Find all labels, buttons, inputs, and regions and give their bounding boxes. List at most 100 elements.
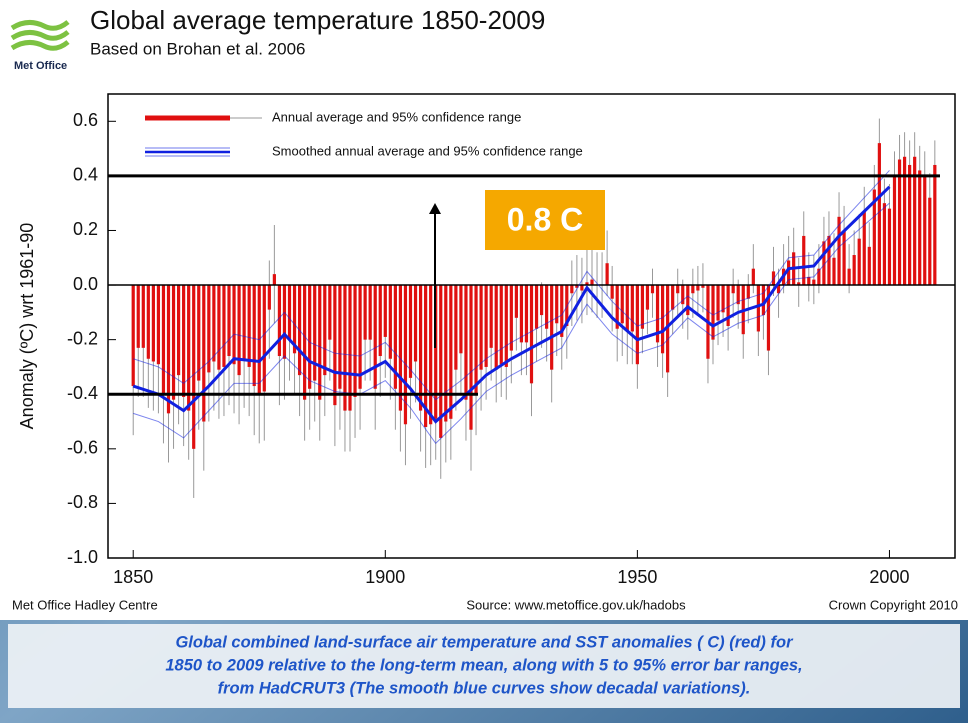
y-tick-label: -1.0 — [67, 547, 98, 567]
bar — [832, 258, 835, 285]
y-tick-label: -0.6 — [67, 438, 98, 458]
bar — [757, 285, 760, 331]
bar — [177, 285, 180, 375]
page: Met Office Global average temperature 18… — [0, 0, 968, 723]
bar — [414, 285, 417, 361]
bar — [540, 285, 543, 315]
bar — [626, 285, 629, 331]
y-tick-label: -0.4 — [67, 383, 98, 403]
bar — [157, 285, 160, 364]
bar — [243, 285, 246, 359]
caption-line: 1850 to 2009 relative to the long-term m… — [165, 656, 802, 674]
bar — [646, 285, 649, 310]
bar — [878, 143, 881, 285]
bar — [732, 285, 735, 293]
chart-panel — [0, 0, 968, 620]
x-tick-label: 1900 — [365, 567, 405, 587]
y-axis-label: Anomaly (ºC) wrt 1961-90 — [17, 223, 37, 430]
bar — [490, 285, 493, 348]
bar — [303, 285, 306, 400]
bar — [515, 285, 518, 318]
bar — [348, 285, 351, 411]
bar — [263, 285, 266, 391]
bar — [696, 285, 699, 290]
bar — [152, 285, 155, 361]
bar — [923, 176, 926, 285]
bar — [162, 285, 165, 394]
bar — [202, 285, 205, 421]
x-tick-label: 1850 — [113, 567, 153, 587]
bar — [227, 285, 230, 356]
bar — [253, 285, 256, 386]
bar — [142, 285, 145, 348]
y-tick-label: -0.8 — [67, 492, 98, 512]
bar — [273, 274, 276, 285]
bar — [278, 285, 281, 356]
bar — [711, 285, 714, 340]
bar — [222, 285, 225, 367]
bar — [323, 285, 326, 375]
bar — [721, 285, 724, 312]
bar — [419, 285, 422, 411]
y-tick-label: -0.2 — [67, 328, 98, 348]
bar — [641, 285, 644, 329]
footer-left: Met Office Hadley Centre — [12, 597, 158, 612]
bar — [318, 285, 321, 400]
bar — [570, 285, 573, 293]
bar — [716, 285, 719, 320]
legend-label: Smoothed annual average and 95% confiden… — [272, 143, 583, 158]
bar — [399, 285, 402, 411]
bar — [853, 255, 856, 285]
bar — [500, 285, 503, 364]
bar — [132, 285, 135, 386]
bar — [464, 285, 467, 400]
bar — [510, 285, 513, 351]
bar — [651, 285, 654, 293]
bar — [928, 198, 931, 285]
chart-subtitle: Based on Brohan et al. 2006 — [90, 39, 306, 58]
bar — [288, 285, 291, 340]
y-tick-label: 0.4 — [73, 165, 98, 185]
y-tick-label: 0.2 — [73, 219, 98, 239]
bar — [495, 285, 498, 370]
bar — [248, 285, 251, 367]
caption-line: Global combined land-surface air tempera… — [175, 633, 794, 651]
bar — [691, 285, 694, 293]
bar — [671, 285, 674, 310]
bar — [868, 247, 871, 285]
footer-center: Source: www.metoffice.gov.uk/hadobs — [466, 597, 686, 612]
bar — [611, 285, 614, 299]
bar — [505, 285, 508, 367]
bar — [374, 285, 377, 389]
bar — [606, 263, 609, 285]
bar — [893, 176, 896, 285]
bar — [686, 285, 689, 315]
bar — [812, 280, 815, 285]
bar — [172, 285, 175, 400]
bar — [747, 285, 750, 299]
bar — [313, 285, 316, 381]
bar — [863, 211, 866, 285]
bar — [908, 165, 911, 285]
bar — [848, 269, 851, 285]
x-tick-label: 1950 — [617, 567, 657, 587]
bar — [283, 285, 286, 359]
bar — [580, 285, 583, 290]
bar — [842, 230, 845, 285]
bar — [485, 285, 488, 367]
bar — [182, 285, 185, 397]
bar — [343, 285, 346, 411]
bar — [933, 165, 936, 285]
bar — [384, 285, 387, 337]
bar — [429, 285, 432, 424]
bar — [898, 160, 901, 286]
chart-title: Global average temperature 1850-2009 — [90, 5, 545, 35]
bar — [449, 285, 452, 419]
y-tick-label: 0.6 — [73, 110, 98, 130]
bar — [444, 285, 447, 421]
bar — [918, 170, 921, 285]
bar — [308, 285, 311, 389]
bar — [459, 285, 462, 353]
bar — [409, 285, 412, 378]
bar — [858, 239, 861, 285]
